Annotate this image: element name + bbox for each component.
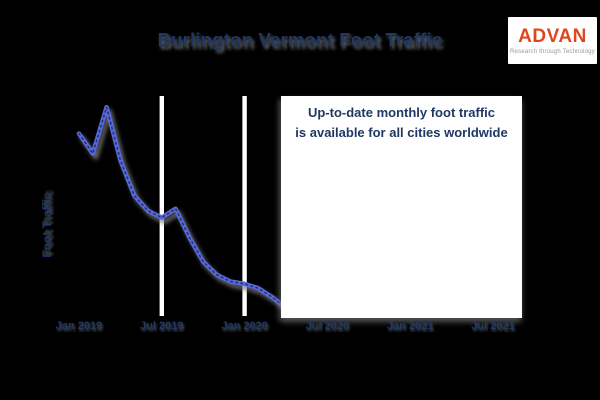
x-tick-label: Jan 2020 — [221, 320, 268, 332]
x-tick-label: Jan 2021 — [386, 320, 434, 332]
advan-logo: ADVAN Research through Technology — [508, 17, 597, 64]
x-tick-label: Jul 2021 — [471, 320, 515, 332]
x-tick-label: Jul 2020 — [305, 320, 350, 332]
page-title: Burlington Vermont Foot Traffic — [157, 29, 443, 50]
x-tick-label: Jul 2019 — [140, 320, 184, 332]
annotation-overlay-box: Up-to-date monthly foot traffic is avail… — [281, 96, 522, 318]
line-series — [76, 104, 289, 311]
line-series-markers — [78, 104, 287, 310]
gridline — [159, 96, 164, 316]
x-tick-label: Jan 2019 — [55, 320, 103, 332]
foot-traffic-line — [76, 104, 289, 311]
advan-tagline-text: Research through Technology — [509, 48, 595, 55]
annotation-line-2: is available for all cities worldwide — [295, 124, 508, 140]
advan-brand-text: ADVAN — [518, 25, 587, 47]
annotation-line-1: Up-to-date monthly foot traffic — [307, 105, 496, 120]
gridline — [242, 96, 247, 316]
